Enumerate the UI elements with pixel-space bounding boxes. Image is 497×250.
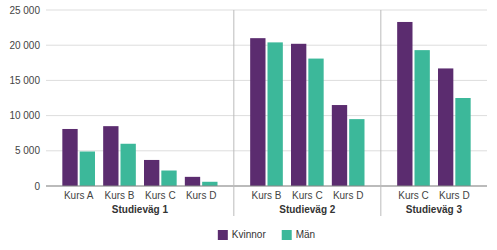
y-tick-label: 5 000 [15, 145, 40, 156]
x-tick-label: Kurs A [64, 190, 94, 201]
bars [62, 22, 470, 186]
bar [349, 119, 364, 186]
bar [144, 160, 159, 186]
bar [455, 98, 470, 186]
x-tick-label: Kurs B [251, 190, 281, 201]
group-separator [380, 10, 381, 216]
legend: Kvinnor Män [218, 229, 315, 240]
x-tick-label: Kurs D [439, 190, 470, 201]
group-label: Studieväg 1 [112, 204, 169, 215]
bar [202, 182, 217, 186]
x-tick-label: Kurs C [145, 190, 176, 201]
bar [121, 144, 136, 186]
grid-line [46, 10, 487, 11]
grid [46, 10, 487, 186]
bar [103, 126, 118, 186]
bar [438, 68, 453, 186]
bar [161, 171, 176, 186]
y-tick-label: 0 [34, 181, 40, 192]
bar [250, 38, 265, 186]
legend-swatch [282, 230, 292, 240]
x-tick-label: Kurs C [292, 190, 323, 201]
x-tick-label: Kurs B [104, 190, 134, 201]
chart: 0 5 000 10 000 15 000 20 000 25 000 Kurs A Kurs… [0, 0, 497, 250]
group-label: Studieväg 3 [406, 204, 463, 215]
grid-line [46, 45, 487, 46]
y-tick-label: 15 000 [9, 75, 40, 86]
bar [332, 105, 347, 186]
legend-swatch [218, 230, 228, 240]
x-tick-label: Kurs D [186, 190, 217, 201]
bar [185, 177, 200, 186]
bar [268, 42, 283, 186]
group-label: Studieväg 2 [279, 204, 336, 215]
x-tick-label: Kurs C [398, 190, 429, 201]
group-separator [233, 10, 234, 216]
x-tick-label: Kurs D [333, 190, 364, 201]
bar [80, 152, 95, 186]
grid-line [46, 186, 487, 187]
y-tick-label: 25 000 [9, 5, 40, 16]
legend-label: Män [296, 229, 315, 240]
y-tick-label: 10 000 [9, 110, 40, 121]
bar [308, 59, 323, 186]
x-axis-line [46, 186, 487, 187]
legend-item: Män [282, 229, 315, 240]
bar [291, 44, 306, 186]
bar [62, 129, 77, 186]
bar [397, 22, 412, 186]
legend-item: Kvinnor [218, 229, 267, 240]
y-tick-label: 20 000 [9, 40, 40, 51]
legend-label: Kvinnor [232, 229, 267, 240]
bar [415, 50, 430, 186]
